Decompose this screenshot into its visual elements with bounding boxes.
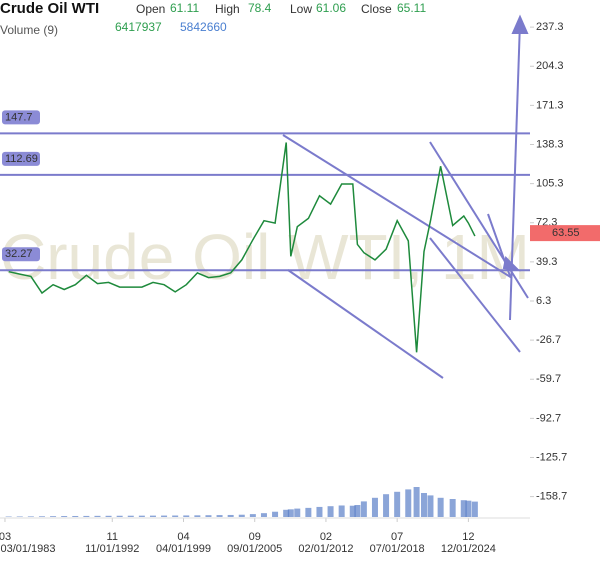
x-date-label: 09/01/2005 (227, 543, 282, 555)
close-value: 65.11 (397, 1, 426, 15)
volume-label: Volume (9) (0, 23, 58, 37)
last-price-label: 63.55 (552, 227, 580, 239)
chart-title: Crude Oil WTI (0, 0, 99, 17)
x-tick-label: 09 (249, 531, 261, 543)
volume-bar (217, 515, 223, 517)
volume-bar (427, 495, 433, 517)
y-tick-label: -59.7 (536, 373, 561, 385)
volume-bar (305, 508, 311, 517)
volume-bar (17, 516, 23, 517)
y-tick-label: -26.7 (536, 334, 561, 346)
high-value: 78.4 (248, 1, 272, 15)
y-tick-label: 171.3 (536, 99, 564, 111)
volume-bar (50, 516, 56, 517)
y-tick-label: -92.7 (536, 412, 561, 424)
volume-bar (394, 492, 400, 517)
y-tick-label: 105.3 (536, 178, 564, 190)
y-tick-label: 39.3 (536, 256, 557, 268)
x-tick-label: 02 (320, 531, 332, 543)
volume-bar (361, 501, 367, 517)
low-value: 61.06 (316, 1, 346, 15)
volume-value: 6417937 (115, 20, 162, 34)
close-label: Close (361, 2, 392, 16)
y-tick-label: -158.7 (536, 491, 567, 503)
x-tick-label: 12 (462, 531, 474, 543)
volume-bar (117, 516, 123, 517)
volume-bar (61, 516, 67, 517)
x-tick-label: 07 (391, 531, 403, 543)
volume-bar (150, 516, 156, 517)
volume-bar (172, 516, 178, 517)
volume-bar (205, 515, 211, 517)
arrow-head (513, 17, 527, 33)
low-label: Low (290, 2, 312, 16)
volume-bar (250, 514, 256, 517)
volume-bar (106, 516, 112, 517)
volume-bar (94, 516, 100, 517)
volume-bar (328, 506, 334, 517)
volume-bar (472, 502, 478, 517)
volume-bar (465, 501, 471, 517)
volume-bar (339, 505, 345, 517)
volume-bar (239, 515, 245, 517)
volume-bar (438, 498, 444, 517)
y-tick-label: -125.7 (536, 451, 567, 463)
x-tick-label: 04 (177, 531, 189, 543)
volume-bar (183, 515, 189, 517)
volume-bar (128, 516, 134, 517)
volume-bar (294, 509, 300, 517)
volume-bar (194, 515, 200, 517)
level-label: 112.69 (5, 153, 38, 165)
drawings (0, 17, 530, 378)
x-date-label: 11/01/1992 (85, 543, 139, 555)
high-label: High (215, 2, 240, 16)
volume-bar (161, 516, 167, 517)
x-tick-label: 03 (0, 531, 11, 543)
y-tick-label: 204.3 (536, 60, 564, 72)
volume-bar (28, 516, 34, 517)
x-tick-label: 11 (107, 531, 118, 543)
volume-bar (261, 513, 267, 517)
x-date-label: 12/01/2024 (441, 543, 496, 555)
volume-bar (39, 516, 45, 517)
volume-bar (372, 498, 378, 517)
volume-bar (316, 507, 322, 517)
volume-bar (139, 516, 145, 517)
level-label: 32.27 (5, 248, 33, 260)
open-value: 61.11 (170, 1, 199, 15)
volume-bar (288, 509, 294, 517)
volume-bar (72, 516, 78, 517)
volume-bar (272, 512, 278, 517)
volume-bar (405, 489, 411, 517)
volume-bar (228, 515, 234, 517)
volume-value: 5842660 (180, 20, 227, 34)
x-date-label: 04/01/1999 (156, 543, 211, 555)
y-tick-label: 138.3 (536, 138, 564, 150)
volume-bar (354, 505, 360, 517)
y-tick-label: 237.3 (536, 21, 564, 33)
volume-bar (414, 487, 420, 517)
x-date-label: 07/01/2018 (370, 543, 425, 555)
volume-bar (383, 494, 389, 517)
volume-bar (450, 499, 456, 517)
x-date-label: 03/01/1983 (0, 543, 55, 555)
level-label: 147.7 (5, 111, 33, 123)
open-label: Open (136, 2, 165, 16)
x-date-label: 02/01/2012 (298, 543, 353, 555)
volume-bar (421, 493, 427, 517)
volume-bar (83, 516, 89, 517)
y-tick-label: 6.3 (536, 295, 551, 307)
